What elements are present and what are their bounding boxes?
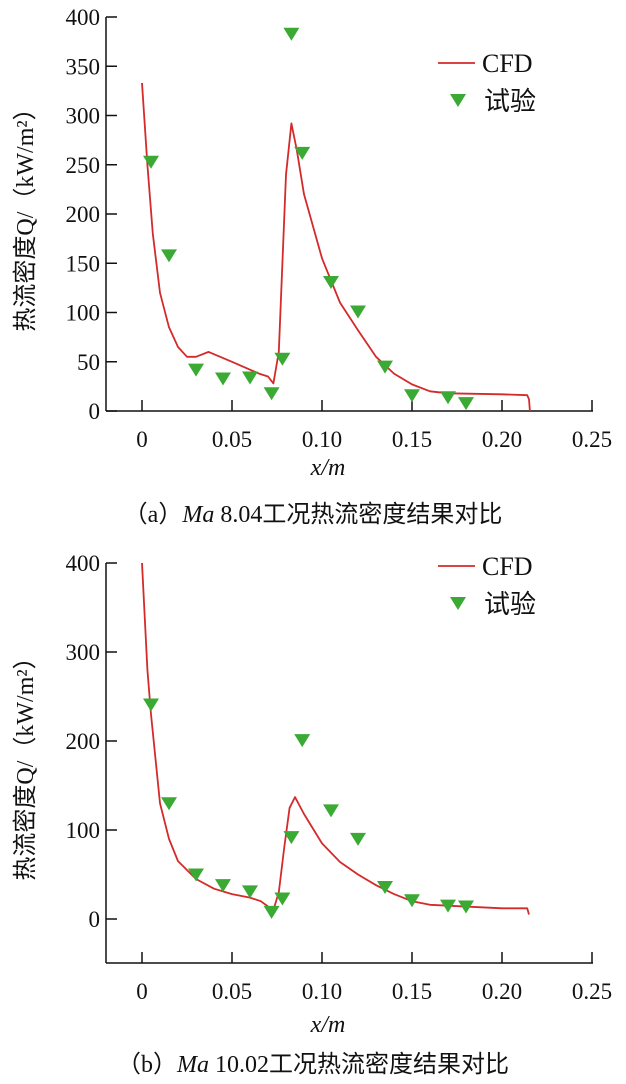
x-tick-label: 0.20 [482, 427, 522, 452]
experiment-point [294, 146, 311, 160]
experiment-point [242, 371, 258, 385]
experiment-point [215, 372, 231, 386]
caption-ma: Ma [181, 502, 214, 528]
experiment-point [458, 900, 474, 914]
caption: （b）Ma 10.02工况热流密度结果对比 [117, 1051, 509, 1078]
experiment-point [458, 397, 474, 411]
chart-panel-b: 0 100 200 300 400 0 0.05 0.10 0.15 0.20 0.25 x/m 热流密… [12, 551, 612, 1078]
x-tick-label: 0.10 [302, 979, 342, 1004]
caption-text: 10.02工况热流密度结果对比 [209, 1051, 509, 1078]
x-tick-label: 0.10 [302, 427, 342, 452]
experiment-point [263, 387, 280, 401]
experiment-point [283, 27, 300, 41]
y-axis-label: 热流密度Q/（kW/m²） [12, 645, 39, 880]
y-tick-label: 50 [77, 350, 100, 375]
y-tick-label: 300 [66, 640, 101, 665]
experiment-point [440, 391, 456, 405]
experiment-point [294, 734, 311, 748]
x-axis-label: x/m [310, 455, 346, 481]
experiment-point [274, 892, 291, 906]
x-tick-label: 0 [136, 427, 148, 452]
x-tick-label: 0.25 [572, 427, 612, 452]
y-tick-label: 250 [66, 153, 101, 178]
experiment-point [404, 389, 420, 403]
caption-text: 8.04工况热流密度结果对比 [214, 501, 502, 528]
x-tick-label: 0.15 [392, 979, 432, 1004]
legend: CFD 试验 [438, 552, 536, 619]
experiment-point [215, 879, 231, 893]
experiment-point [263, 905, 280, 919]
y-tick-label: 400 [66, 5, 101, 30]
legend: CFD 试验 [438, 49, 536, 116]
cfd-line [141, 82, 531, 412]
y-axis-label: 热流密度Q/（kW/m²） [12, 96, 39, 331]
caption: （a）Ma 8.04工况热流密度结果对比 [124, 501, 503, 528]
legend-cfd-label: CFD [482, 49, 533, 78]
y-tick-label: 300 [66, 104, 101, 129]
experiment-point [188, 363, 204, 377]
legend-experiment-label: 试验 [484, 87, 536, 116]
experiment-point [323, 275, 339, 289]
caption-prefix: （b） [117, 1052, 177, 1078]
experiment-point [377, 360, 393, 374]
experiment-point [143, 698, 159, 712]
x-tick-label: 0.20 [482, 979, 522, 1004]
y-tick-label: 150 [66, 251, 101, 276]
y-tick-label: 0 [89, 399, 101, 424]
experiment-point [188, 868, 204, 882]
y-tick-label: 350 [66, 54, 101, 79]
experiment-point [274, 352, 291, 366]
x-tick-label: 0.25 [572, 979, 612, 1004]
legend-experiment-marker [450, 94, 466, 107]
experiment-point [242, 885, 258, 899]
legend-experiment-marker [450, 597, 466, 610]
y-tick-label: 200 [66, 729, 101, 754]
x-tick-label: 0.15 [392, 427, 432, 452]
experiment-point [161, 249, 177, 263]
caption-prefix: （a） [124, 502, 183, 528]
legend-experiment-label: 试验 [484, 590, 536, 619]
experiment-point [350, 305, 366, 319]
experiment-point [161, 797, 177, 811]
x-tick-label: 0.05 [212, 979, 252, 1004]
experiment-point [440, 899, 456, 913]
experiment-point [377, 880, 393, 894]
caption-ma: Ma [176, 1052, 209, 1078]
experiment-point [404, 894, 420, 908]
x-tick-label: 0 [136, 979, 148, 1004]
chart-panel-a: 0 50 100 150 200 250 300 350 400 0 0.05 0.10 0.15 0.2… [12, 5, 612, 528]
legend-cfd-label: CFD [482, 552, 533, 581]
experiment-point [283, 831, 300, 845]
experiment-point [323, 804, 339, 818]
y-tick-label: 400 [66, 551, 101, 576]
y-tick-label: 200 [66, 202, 101, 227]
experiment-point [143, 155, 159, 169]
y-tick-label: 100 [66, 818, 101, 843]
x-tick-label: 0.05 [212, 427, 252, 452]
y-tick-label: 100 [66, 301, 101, 326]
experiment-point [350, 832, 366, 846]
cfd-line [141, 562, 530, 915]
x-axis-label: x/m [310, 1012, 346, 1038]
y-tick-label: 0 [89, 907, 101, 932]
